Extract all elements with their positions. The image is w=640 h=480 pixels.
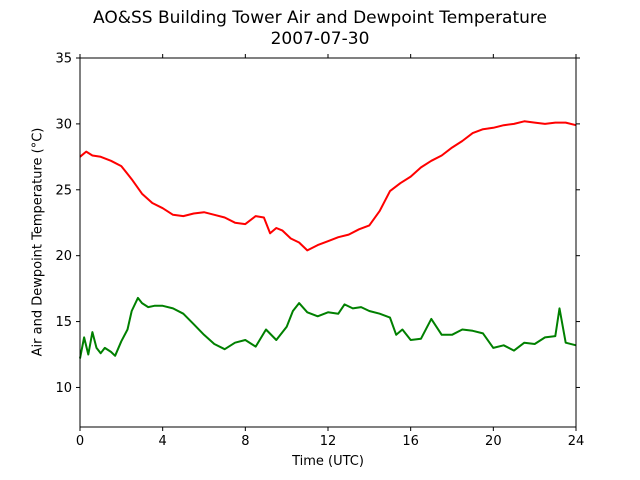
chart-subtitle: 2007-07-30 xyxy=(270,29,370,49)
x-tick-label: 16 xyxy=(402,434,419,449)
series-layer xyxy=(79,120,577,359)
x-axis-label: Time (UTC) xyxy=(292,454,364,469)
axes-frame xyxy=(79,57,577,428)
x-tick-label: 4 xyxy=(159,434,167,449)
x-tick-label: 0 xyxy=(76,434,84,449)
y-tick-label: 15 xyxy=(55,315,72,330)
y-tick-label: 10 xyxy=(55,381,72,396)
y-tick-label: 30 xyxy=(55,117,72,132)
x-tick-label: 24 xyxy=(568,434,585,449)
x-tick-label: 20 xyxy=(485,434,502,449)
tick-layer: 0 4 8 12 16 20 24 10 15 20 25 30 35 xyxy=(55,52,584,450)
x-tick-label: 12 xyxy=(320,434,337,449)
chart-title: AO&SS Building Tower Air and Dewpoint Te… xyxy=(92,8,547,28)
x-tick-label: 8 xyxy=(241,434,249,449)
series-line-2 xyxy=(79,296,577,359)
y-tick-label: 35 xyxy=(55,52,72,67)
series-line-1 xyxy=(79,120,577,252)
y-tick-label: 25 xyxy=(55,183,72,198)
y-tick-label: 20 xyxy=(55,249,72,264)
